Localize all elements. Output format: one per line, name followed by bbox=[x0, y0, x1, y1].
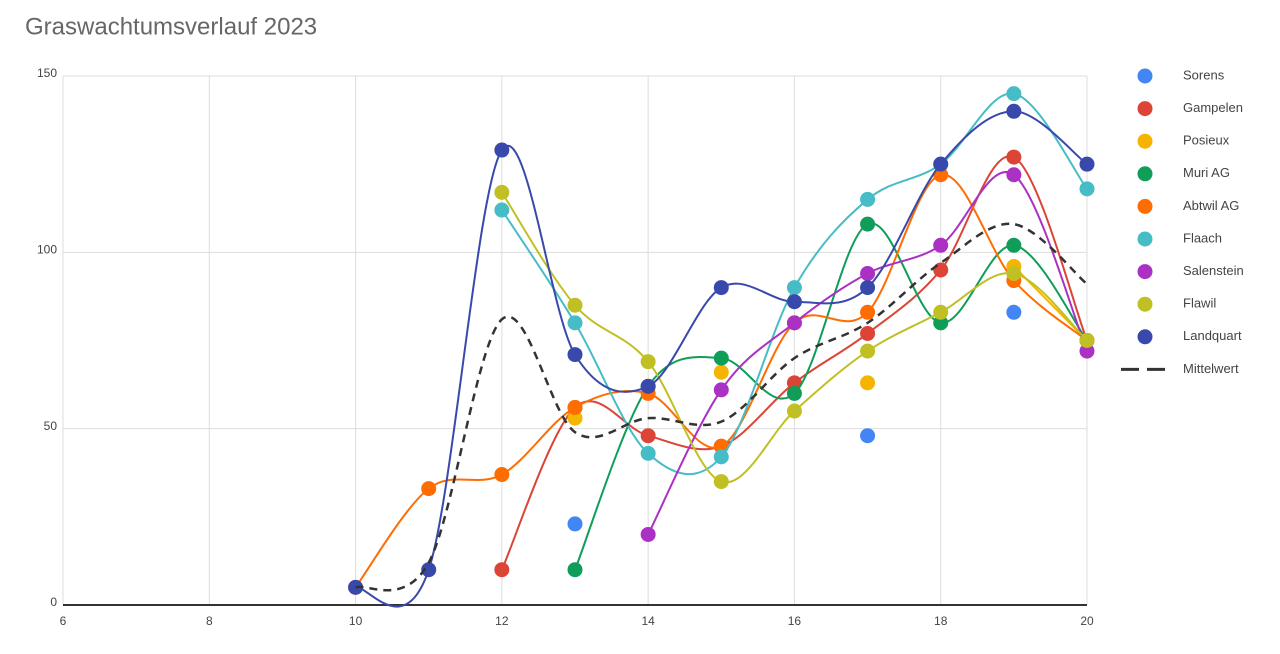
data-point bbox=[494, 562, 510, 578]
data-point bbox=[713, 364, 729, 380]
x-tick-label: 18 bbox=[934, 614, 948, 628]
x-tick-label: 6 bbox=[60, 614, 67, 628]
legend-label: Muri AG bbox=[1183, 165, 1230, 180]
y-tick-label: 100 bbox=[37, 243, 57, 257]
data-point bbox=[1079, 333, 1095, 348]
legend-label: Flawil bbox=[1183, 296, 1216, 311]
series-line bbox=[355, 222, 1088, 592]
data-point bbox=[567, 297, 583, 313]
legend-swatch bbox=[1137, 329, 1153, 345]
data-point bbox=[1006, 304, 1022, 320]
legend-label: Posieux bbox=[1183, 133, 1230, 148]
data-point bbox=[933, 315, 949, 331]
data-point bbox=[1079, 156, 1095, 172]
data-point bbox=[640, 428, 656, 444]
data-point bbox=[1006, 237, 1022, 253]
data-point bbox=[860, 216, 876, 232]
series-line bbox=[501, 92, 1088, 476]
legend-swatch bbox=[1137, 296, 1153, 312]
x-tick-label: 12 bbox=[495, 614, 509, 628]
data-point bbox=[860, 428, 876, 444]
data-point bbox=[640, 378, 656, 394]
data-point bbox=[860, 191, 876, 207]
legend-label: Mittelwert bbox=[1183, 361, 1239, 376]
data-point bbox=[713, 474, 729, 490]
data-point bbox=[567, 410, 583, 426]
data-point bbox=[786, 403, 802, 419]
data-point bbox=[421, 481, 437, 497]
data-point bbox=[860, 343, 876, 359]
data-point bbox=[786, 315, 802, 331]
data-point bbox=[567, 562, 583, 578]
data-point bbox=[713, 280, 729, 296]
data-point bbox=[1006, 265, 1022, 281]
x-tick-label: 8 bbox=[206, 614, 213, 628]
data-point bbox=[860, 280, 876, 296]
data-point bbox=[786, 280, 802, 296]
data-point bbox=[494, 142, 510, 158]
data-point bbox=[421, 562, 437, 578]
x-tick-label: 16 bbox=[788, 614, 802, 628]
y-tick-label: 150 bbox=[37, 66, 57, 80]
data-point bbox=[567, 516, 583, 532]
data-point bbox=[567, 400, 583, 416]
data-point bbox=[933, 304, 949, 320]
data-point bbox=[1079, 181, 1095, 197]
legend-label: Landquart bbox=[1183, 328, 1242, 343]
y-tick-label: 0 bbox=[50, 595, 57, 609]
legend-swatch bbox=[1137, 68, 1153, 84]
data-point bbox=[713, 350, 729, 366]
data-point bbox=[860, 325, 876, 341]
data-point bbox=[786, 294, 802, 310]
data-point bbox=[860, 265, 876, 281]
data-point bbox=[933, 237, 949, 253]
legend-label: Abtwil AG bbox=[1183, 198, 1239, 213]
data-point bbox=[713, 449, 729, 465]
data-point bbox=[933, 156, 949, 172]
legend-swatch bbox=[1137, 264, 1153, 280]
legend-swatch bbox=[1137, 101, 1153, 117]
legend-swatch bbox=[1137, 231, 1153, 247]
x-tick-label: 14 bbox=[641, 614, 655, 628]
data-point bbox=[786, 375, 802, 391]
data-point bbox=[860, 375, 876, 391]
series-line bbox=[501, 191, 1088, 484]
chart-title: Graswachtumsverlauf 2023 bbox=[25, 13, 317, 40]
data-point bbox=[713, 382, 729, 398]
x-tick-label: 20 bbox=[1080, 614, 1094, 628]
legend-swatch bbox=[1137, 166, 1153, 182]
x-tick-label: 10 bbox=[349, 614, 363, 628]
data-point bbox=[860, 304, 876, 320]
data-point bbox=[1006, 86, 1022, 102]
data-point bbox=[786, 385, 802, 401]
data-point bbox=[494, 467, 510, 483]
y-tick-label: 50 bbox=[44, 419, 58, 433]
data-point bbox=[494, 202, 510, 218]
data-point bbox=[640, 445, 656, 461]
data-point bbox=[640, 354, 656, 370]
data-point bbox=[567, 315, 583, 331]
data-point bbox=[1079, 343, 1095, 359]
legend-label: Flaach bbox=[1183, 230, 1222, 245]
data-point bbox=[494, 184, 510, 200]
legend-label: Gampelen bbox=[1183, 100, 1243, 115]
data-point bbox=[1006, 149, 1022, 165]
data-point bbox=[1006, 167, 1022, 183]
data-point bbox=[640, 526, 656, 542]
legend-label: Sorens bbox=[1183, 67, 1225, 82]
data-point bbox=[713, 438, 729, 454]
data-point bbox=[933, 167, 949, 183]
legend-swatch bbox=[1137, 133, 1153, 149]
legend-swatch bbox=[1137, 198, 1153, 214]
data-point bbox=[1006, 103, 1022, 119]
legend-label: Salenstein bbox=[1183, 263, 1244, 278]
data-point bbox=[933, 262, 949, 278]
data-point bbox=[567, 347, 583, 363]
